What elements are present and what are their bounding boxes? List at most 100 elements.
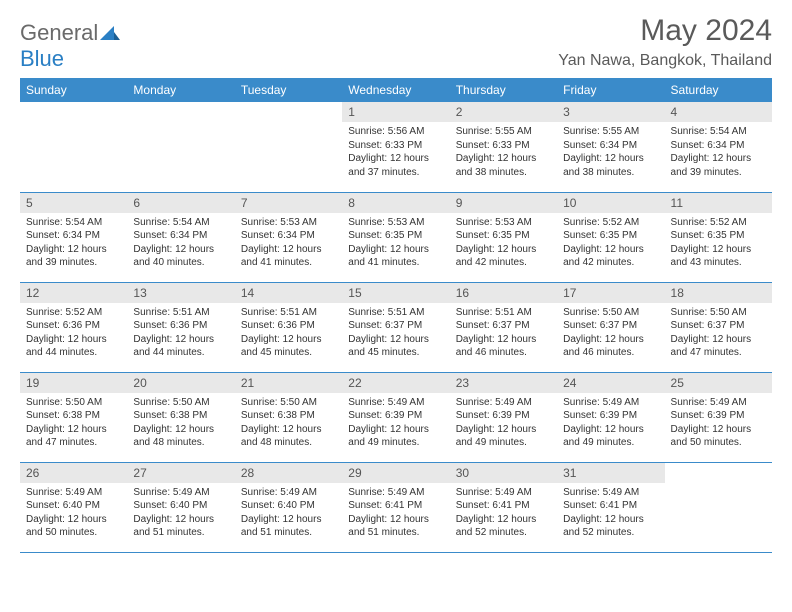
day-number: 18 (665, 283, 772, 303)
calendar-week: 26Sunrise: 5:49 AMSunset: 6:40 PMDayligh… (20, 462, 772, 552)
day-number: 13 (127, 283, 234, 303)
calendar-week: 5Sunrise: 5:54 AMSunset: 6:34 PMDaylight… (20, 192, 772, 282)
day-details: Sunrise: 5:49 AMSunset: 6:41 PMDaylight:… (450, 483, 557, 544)
sail-icon (100, 20, 120, 46)
calendar-cell: 24Sunrise: 5:49 AMSunset: 6:39 PMDayligh… (557, 372, 664, 462)
day-number: 2 (450, 102, 557, 122)
day-number: 26 (20, 463, 127, 483)
day-details: Sunrise: 5:49 AMSunset: 6:39 PMDaylight:… (342, 393, 449, 454)
month-title: May 2024 (558, 14, 772, 48)
day-details: Sunrise: 5:49 AMSunset: 6:39 PMDaylight:… (665, 393, 772, 454)
day-number: 11 (665, 193, 772, 213)
day-number: 16 (450, 283, 557, 303)
day-number: 4 (665, 102, 772, 122)
day-header: Friday (557, 78, 664, 102)
day-details: Sunrise: 5:49 AMSunset: 6:41 PMDaylight:… (342, 483, 449, 544)
calendar-cell: 30Sunrise: 5:49 AMSunset: 6:41 PMDayligh… (450, 462, 557, 552)
calendar-cell: 18Sunrise: 5:50 AMSunset: 6:37 PMDayligh… (665, 282, 772, 372)
day-details: Sunrise: 5:51 AMSunset: 6:37 PMDaylight:… (450, 303, 557, 364)
day-details: Sunrise: 5:55 AMSunset: 6:34 PMDaylight:… (557, 122, 664, 183)
calendar-cell: 25Sunrise: 5:49 AMSunset: 6:39 PMDayligh… (665, 372, 772, 462)
calendar-cell: 26Sunrise: 5:49 AMSunset: 6:40 PMDayligh… (20, 462, 127, 552)
calendar-cell: 6Sunrise: 5:54 AMSunset: 6:34 PMDaylight… (127, 192, 234, 282)
calendar-body: 1Sunrise: 5:56 AMSunset: 6:33 PMDaylight… (20, 102, 772, 552)
day-number: 24 (557, 373, 664, 393)
calendar-cell: 13Sunrise: 5:51 AMSunset: 6:36 PMDayligh… (127, 282, 234, 372)
brand-text: GeneralBlue (20, 20, 120, 72)
brand-part1: General (20, 20, 98, 45)
day-header: Sunday (20, 78, 127, 102)
day-number: 15 (342, 283, 449, 303)
calendar-cell: 4Sunrise: 5:54 AMSunset: 6:34 PMDaylight… (665, 102, 772, 192)
calendar-cell: 15Sunrise: 5:51 AMSunset: 6:37 PMDayligh… (342, 282, 449, 372)
calendar-cell: 9Sunrise: 5:53 AMSunset: 6:35 PMDaylight… (450, 192, 557, 282)
calendar-cell: 19Sunrise: 5:50 AMSunset: 6:38 PMDayligh… (20, 372, 127, 462)
calendar-cell: 14Sunrise: 5:51 AMSunset: 6:36 PMDayligh… (235, 282, 342, 372)
day-details: Sunrise: 5:49 AMSunset: 6:39 PMDaylight:… (557, 393, 664, 454)
calendar-cell (20, 102, 127, 192)
location-text: Yan Nawa, Bangkok, Thailand (558, 52, 772, 70)
calendar-table: SundayMondayTuesdayWednesdayThursdayFrid… (20, 78, 772, 553)
day-header: Saturday (665, 78, 772, 102)
day-number: 9 (450, 193, 557, 213)
brand-part2: Blue (20, 46, 64, 71)
day-details: Sunrise: 5:50 AMSunset: 6:38 PMDaylight:… (127, 393, 234, 454)
day-details: Sunrise: 5:53 AMSunset: 6:35 PMDaylight:… (450, 213, 557, 274)
day-details: Sunrise: 5:54 AMSunset: 6:34 PMDaylight:… (127, 213, 234, 274)
day-details: Sunrise: 5:50 AMSunset: 6:38 PMDaylight:… (235, 393, 342, 454)
day-number: 31 (557, 463, 664, 483)
calendar-cell (235, 102, 342, 192)
day-number: 23 (450, 373, 557, 393)
day-details: Sunrise: 5:51 AMSunset: 6:36 PMDaylight:… (235, 303, 342, 364)
calendar-cell: 27Sunrise: 5:49 AMSunset: 6:40 PMDayligh… (127, 462, 234, 552)
day-details: Sunrise: 5:49 AMSunset: 6:40 PMDaylight:… (235, 483, 342, 544)
day-details: Sunrise: 5:51 AMSunset: 6:36 PMDaylight:… (127, 303, 234, 364)
day-details: Sunrise: 5:51 AMSunset: 6:37 PMDaylight:… (342, 303, 449, 364)
calendar-cell: 29Sunrise: 5:49 AMSunset: 6:41 PMDayligh… (342, 462, 449, 552)
day-details: Sunrise: 5:54 AMSunset: 6:34 PMDaylight:… (665, 122, 772, 183)
day-details: Sunrise: 5:55 AMSunset: 6:33 PMDaylight:… (450, 122, 557, 183)
day-details: Sunrise: 5:49 AMSunset: 6:40 PMDaylight:… (20, 483, 127, 544)
calendar-cell: 7Sunrise: 5:53 AMSunset: 6:34 PMDaylight… (235, 192, 342, 282)
calendar-cell: 20Sunrise: 5:50 AMSunset: 6:38 PMDayligh… (127, 372, 234, 462)
calendar-week: 1Sunrise: 5:56 AMSunset: 6:33 PMDaylight… (20, 102, 772, 192)
calendar-cell: 12Sunrise: 5:52 AMSunset: 6:36 PMDayligh… (20, 282, 127, 372)
calendar-cell: 2Sunrise: 5:55 AMSunset: 6:33 PMDaylight… (450, 102, 557, 192)
day-details: Sunrise: 5:50 AMSunset: 6:38 PMDaylight:… (20, 393, 127, 454)
day-header: Wednesday (342, 78, 449, 102)
header: GeneralBlue May 2024 Yan Nawa, Bangkok, … (20, 14, 772, 72)
day-number: 1 (342, 102, 449, 122)
calendar-cell: 11Sunrise: 5:52 AMSunset: 6:35 PMDayligh… (665, 192, 772, 282)
day-number: 30 (450, 463, 557, 483)
calendar-cell: 5Sunrise: 5:54 AMSunset: 6:34 PMDaylight… (20, 192, 127, 282)
day-number: 28 (235, 463, 342, 483)
day-header-row: SundayMondayTuesdayWednesdayThursdayFrid… (20, 78, 772, 102)
calendar-cell (127, 102, 234, 192)
day-details: Sunrise: 5:52 AMSunset: 6:35 PMDaylight:… (557, 213, 664, 274)
calendar-cell: 1Sunrise: 5:56 AMSunset: 6:33 PMDaylight… (342, 102, 449, 192)
day-details: Sunrise: 5:53 AMSunset: 6:35 PMDaylight:… (342, 213, 449, 274)
day-number: 25 (665, 373, 772, 393)
day-number: 22 (342, 373, 449, 393)
calendar-head: SundayMondayTuesdayWednesdayThursdayFrid… (20, 78, 772, 102)
calendar-cell: 22Sunrise: 5:49 AMSunset: 6:39 PMDayligh… (342, 372, 449, 462)
day-header: Monday (127, 78, 234, 102)
title-block: May 2024 Yan Nawa, Bangkok, Thailand (558, 14, 772, 70)
calendar-cell: 16Sunrise: 5:51 AMSunset: 6:37 PMDayligh… (450, 282, 557, 372)
calendar-cell: 17Sunrise: 5:50 AMSunset: 6:37 PMDayligh… (557, 282, 664, 372)
calendar-cell: 8Sunrise: 5:53 AMSunset: 6:35 PMDaylight… (342, 192, 449, 282)
day-details: Sunrise: 5:53 AMSunset: 6:34 PMDaylight:… (235, 213, 342, 274)
calendar-cell: 23Sunrise: 5:49 AMSunset: 6:39 PMDayligh… (450, 372, 557, 462)
calendar-week: 12Sunrise: 5:52 AMSunset: 6:36 PMDayligh… (20, 282, 772, 372)
day-number: 21 (235, 373, 342, 393)
brand-logo: GeneralBlue (20, 14, 120, 72)
day-number: 12 (20, 283, 127, 303)
day-details: Sunrise: 5:52 AMSunset: 6:36 PMDaylight:… (20, 303, 127, 364)
day-details: Sunrise: 5:49 AMSunset: 6:41 PMDaylight:… (557, 483, 664, 544)
day-details: Sunrise: 5:49 AMSunset: 6:39 PMDaylight:… (450, 393, 557, 454)
day-number: 20 (127, 373, 234, 393)
day-details: Sunrise: 5:54 AMSunset: 6:34 PMDaylight:… (20, 213, 127, 274)
calendar-cell: 28Sunrise: 5:49 AMSunset: 6:40 PMDayligh… (235, 462, 342, 552)
day-details: Sunrise: 5:56 AMSunset: 6:33 PMDaylight:… (342, 122, 449, 183)
day-header: Thursday (450, 78, 557, 102)
